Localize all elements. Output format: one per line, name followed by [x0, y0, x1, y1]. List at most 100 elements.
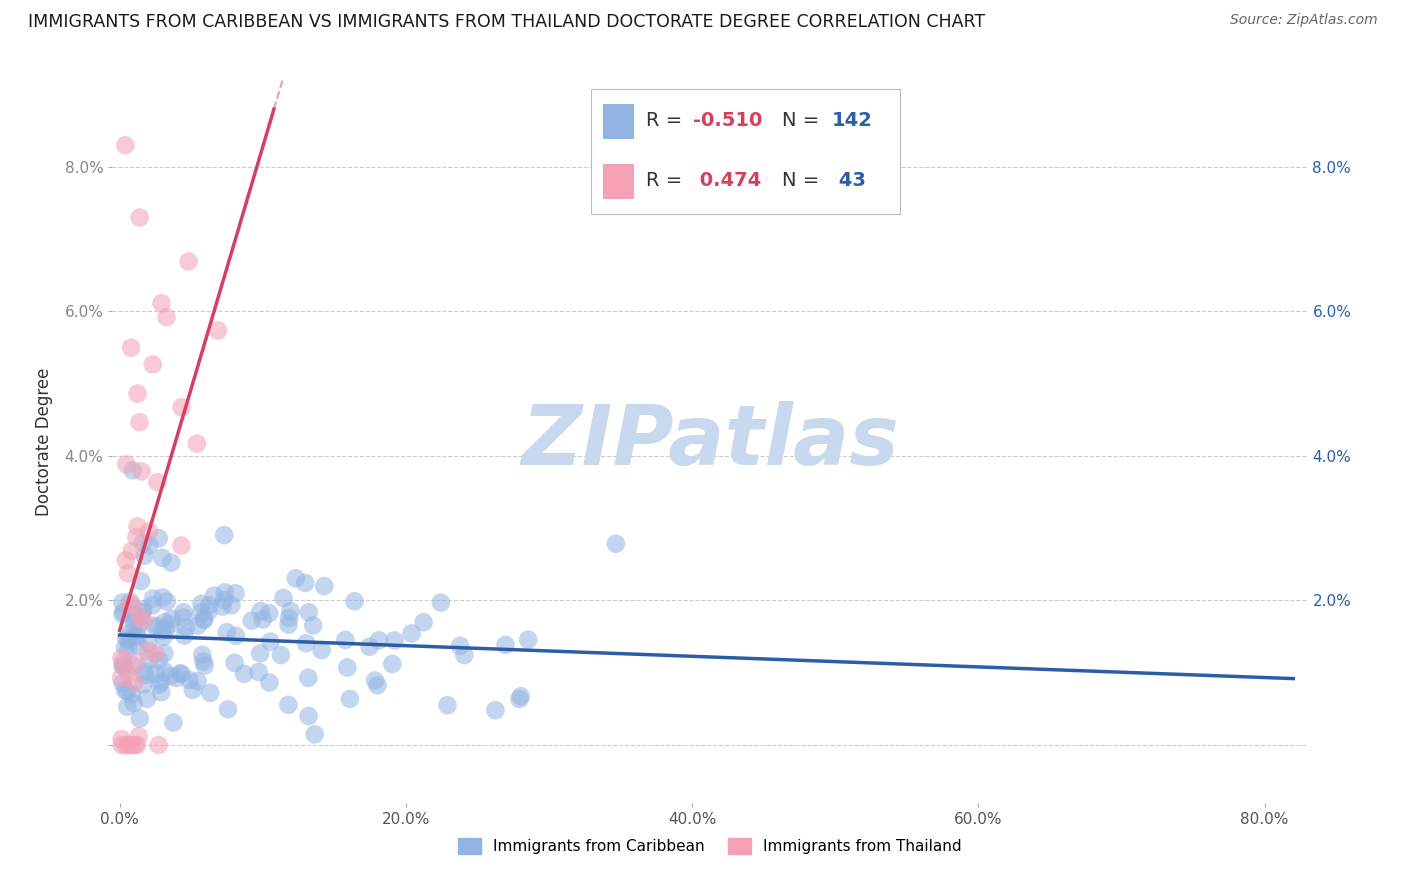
Point: [605, 537, 627, 551]
Point: [122, 696, 145, 710]
Text: -0.510: -0.510: [693, 111, 762, 130]
Point: [181, 682, 204, 697]
Point: [128, 617, 150, 632]
Point: [252, 613, 274, 627]
Point: [177, 254, 200, 268]
Point: [117, 566, 139, 581]
Point: [117, 738, 139, 752]
Point: [128, 639, 150, 653]
Point: [138, 636, 160, 650]
Point: [124, 675, 146, 690]
Point: [278, 611, 301, 625]
Point: [191, 648, 214, 662]
Point: [115, 684, 138, 698]
Point: [111, 676, 134, 690]
Point: [142, 618, 165, 632]
Point: [509, 690, 531, 704]
Point: [240, 614, 263, 628]
Point: [162, 715, 184, 730]
Point: [165, 671, 187, 685]
Point: [172, 606, 194, 620]
Point: [115, 632, 138, 646]
Point: [155, 623, 177, 637]
Point: [112, 605, 135, 619]
Point: [145, 647, 167, 661]
Point: [190, 597, 212, 611]
Point: [125, 656, 148, 670]
Point: [449, 639, 471, 653]
Point: [384, 633, 406, 648]
Point: [212, 528, 235, 542]
Point: [277, 698, 299, 712]
Point: [122, 608, 145, 623]
Point: [187, 618, 209, 632]
Point: [259, 675, 281, 690]
Point: [221, 598, 243, 612]
Point: [214, 585, 236, 599]
Point: [152, 591, 174, 605]
Point: [186, 436, 208, 450]
Point: [115, 458, 138, 472]
Point: [124, 619, 146, 633]
Point: [134, 549, 156, 563]
Point: [118, 599, 141, 613]
Point: [146, 619, 169, 633]
Point: [117, 699, 139, 714]
Point: [173, 610, 195, 624]
Point: [152, 630, 174, 644]
Point: [259, 634, 281, 648]
Point: [122, 658, 145, 673]
Point: [367, 633, 389, 648]
Point: [148, 531, 170, 545]
Point: [211, 599, 233, 614]
Point: [122, 615, 145, 629]
Point: [202, 589, 225, 603]
Point: [200, 686, 222, 700]
Point: [120, 738, 142, 752]
Point: [302, 618, 325, 632]
Point: [145, 666, 167, 681]
Point: [247, 665, 270, 679]
Point: [152, 550, 174, 565]
Point: [114, 138, 136, 153]
Point: [117, 668, 139, 682]
Point: [127, 519, 149, 533]
Point: [225, 629, 247, 643]
Point: [110, 651, 132, 665]
Point: [132, 677, 155, 691]
Point: [136, 644, 159, 658]
FancyBboxPatch shape: [591, 89, 900, 214]
Point: [224, 656, 246, 670]
Point: [270, 648, 292, 662]
Point: [335, 632, 357, 647]
Point: [339, 692, 361, 706]
Point: [224, 586, 246, 600]
Point: [233, 666, 256, 681]
Point: [197, 605, 219, 619]
Point: [366, 678, 388, 692]
Point: [304, 727, 326, 741]
Point: [150, 674, 173, 689]
Point: [136, 691, 159, 706]
Point: [217, 702, 239, 716]
Point: [131, 605, 153, 619]
Point: [134, 665, 156, 679]
Point: [517, 632, 540, 647]
Point: [193, 655, 215, 669]
Point: [453, 648, 475, 662]
Point: [295, 636, 318, 650]
Point: [160, 612, 183, 626]
Point: [121, 463, 143, 477]
Point: [153, 665, 176, 679]
Point: [194, 658, 217, 673]
Point: [153, 646, 176, 660]
Point: [132, 602, 155, 616]
Point: [284, 571, 307, 585]
Point: [111, 658, 134, 673]
Point: [294, 576, 316, 591]
Text: 43: 43: [832, 171, 866, 190]
Text: N =: N =: [782, 171, 825, 190]
Point: [118, 626, 141, 640]
Point: [343, 594, 366, 608]
Point: [129, 574, 152, 588]
